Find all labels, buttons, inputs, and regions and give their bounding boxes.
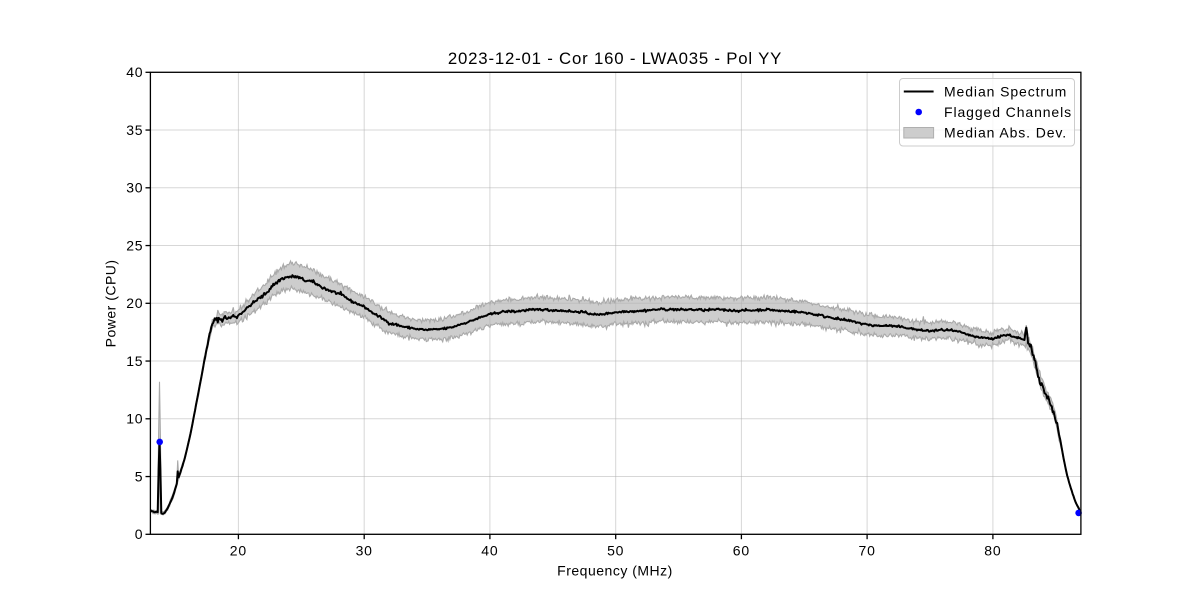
svg-text:Flagged Channels: Flagged Channels — [944, 104, 1072, 120]
svg-text:Frequency (MHz): Frequency (MHz) — [557, 563, 673, 579]
svg-text:20: 20 — [230, 543, 247, 559]
svg-text:60: 60 — [733, 543, 750, 559]
svg-text:Power (CPU): Power (CPU) — [103, 259, 119, 347]
svg-text:70: 70 — [859, 543, 876, 559]
svg-text:30: 30 — [126, 180, 143, 196]
svg-text:35: 35 — [126, 122, 143, 138]
svg-text:5: 5 — [135, 468, 144, 484]
svg-text:25: 25 — [126, 237, 143, 253]
svg-text:30: 30 — [356, 543, 373, 559]
svg-text:2023-12-01 - Cor 160 - LWA035: 2023-12-01 - Cor 160 - LWA035 - Pol YY — [448, 49, 782, 68]
svg-text:80: 80 — [984, 543, 1001, 559]
svg-text:10: 10 — [126, 411, 143, 427]
svg-text:50: 50 — [607, 543, 624, 559]
svg-text:15: 15 — [126, 353, 143, 369]
svg-text:20: 20 — [126, 295, 143, 311]
svg-text:0: 0 — [135, 526, 144, 542]
svg-text:Median Abs. Dev.: Median Abs. Dev. — [944, 125, 1067, 141]
svg-text:Median Spectrum: Median Spectrum — [944, 84, 1067, 100]
svg-text:40: 40 — [126, 64, 143, 80]
svg-text:40: 40 — [481, 543, 498, 559]
